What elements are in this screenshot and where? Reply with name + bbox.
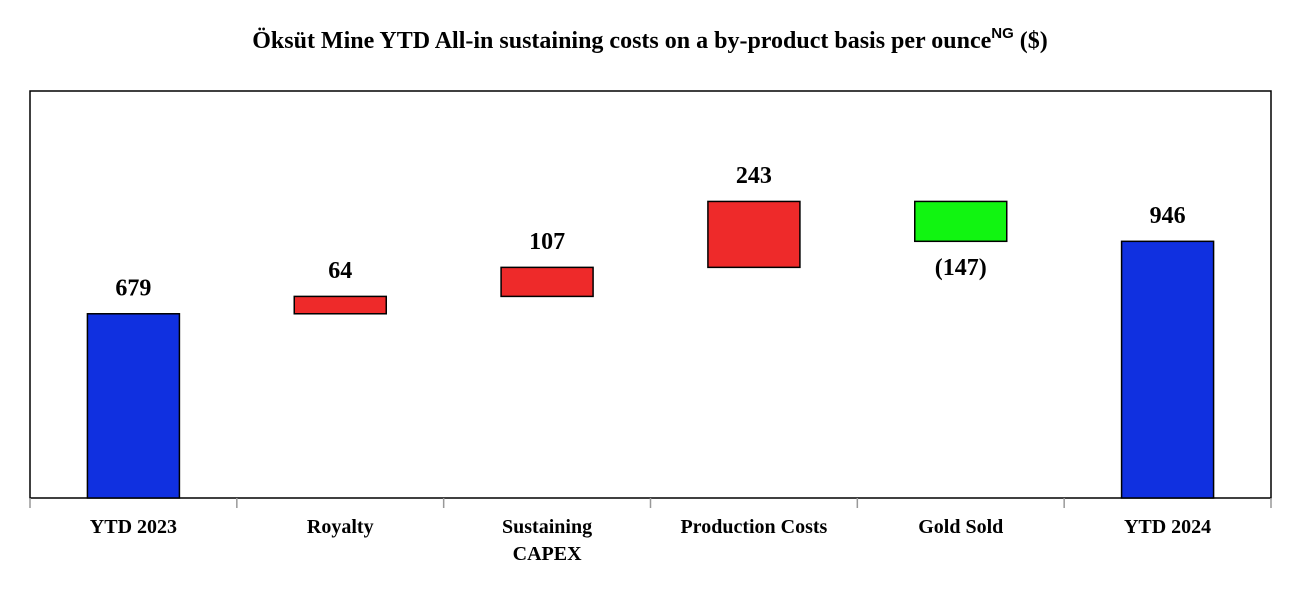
- bar: [914, 200, 1008, 243]
- x-tick-label: Gold Sold: [918, 516, 1004, 538]
- bar: [500, 266, 594, 298]
- chart-title: Öksüt Mine YTD All-in sustaining costs o…: [252, 25, 1048, 54]
- bar: [1120, 240, 1215, 499]
- title-suffix: ($): [1020, 28, 1048, 54]
- data-label: 107: [529, 229, 565, 255]
- x-tick-label: YTD 2024: [1123, 516, 1212, 538]
- title-main: Öksüt Mine YTD All-in sustaining costs o…: [252, 28, 991, 54]
- plot-frame: [29, 90, 1272, 499]
- x-tick-label: Production Costs: [680, 516, 828, 538]
- x-tick-label: YTD 2023: [89, 516, 178, 538]
- x-tick-label: Royalty: [306, 516, 374, 538]
- data-label: 243: [736, 163, 772, 189]
- title-superscript: NG: [991, 25, 1014, 42]
- bar: [293, 295, 387, 315]
- data-label: (147): [935, 255, 987, 281]
- data-label: 946: [1150, 203, 1186, 229]
- data-label: 64: [328, 258, 352, 284]
- bar: [707, 200, 801, 269]
- x-tick-label: Sustaining CAPEX: [502, 516, 593, 565]
- bar: [86, 313, 181, 499]
- data-label: 679: [115, 275, 151, 301]
